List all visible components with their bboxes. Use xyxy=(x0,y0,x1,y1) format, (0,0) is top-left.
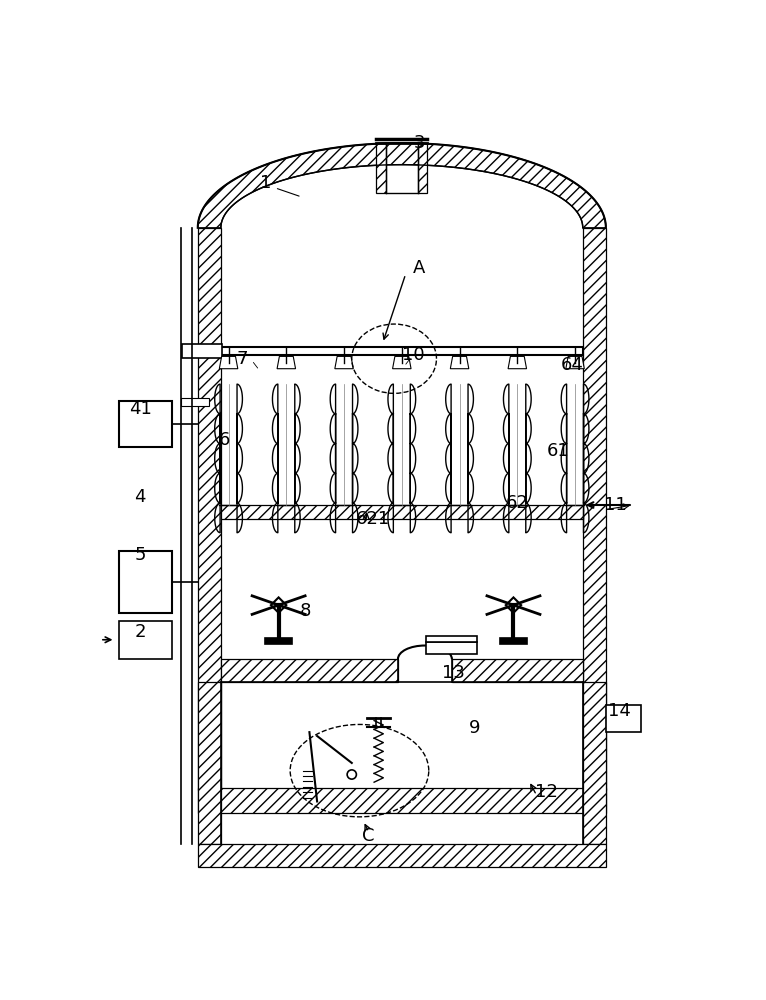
Polygon shape xyxy=(583,228,606,790)
Text: 64: 64 xyxy=(561,356,584,374)
Text: 7: 7 xyxy=(237,350,248,368)
Bar xyxy=(499,638,527,644)
Polygon shape xyxy=(198,788,606,813)
Polygon shape xyxy=(198,844,606,867)
Polygon shape xyxy=(376,143,385,193)
Text: 3: 3 xyxy=(414,134,425,152)
Bar xyxy=(181,398,208,406)
Polygon shape xyxy=(221,505,583,519)
Polygon shape xyxy=(277,356,296,369)
Text: 6: 6 xyxy=(219,431,231,449)
Text: A: A xyxy=(414,259,426,277)
Bar xyxy=(265,638,293,644)
Polygon shape xyxy=(566,356,584,369)
Polygon shape xyxy=(198,143,606,228)
Polygon shape xyxy=(271,597,286,613)
Text: 14: 14 xyxy=(608,702,631,720)
Text: 2: 2 xyxy=(134,623,146,641)
Polygon shape xyxy=(198,228,221,790)
Text: 62: 62 xyxy=(506,494,529,512)
Text: 12: 12 xyxy=(535,783,558,801)
Text: 1: 1 xyxy=(260,174,271,192)
Text: 13: 13 xyxy=(442,664,465,682)
Polygon shape xyxy=(335,356,353,369)
Bar xyxy=(427,642,476,654)
Text: 10: 10 xyxy=(402,346,424,364)
Bar xyxy=(221,347,583,355)
Bar xyxy=(427,636,476,642)
Text: 41: 41 xyxy=(129,400,152,418)
Polygon shape xyxy=(393,356,411,369)
Polygon shape xyxy=(450,356,469,369)
Polygon shape xyxy=(506,597,521,613)
Text: 5: 5 xyxy=(134,546,146,564)
Polygon shape xyxy=(583,682,606,844)
Bar xyxy=(119,620,172,659)
Polygon shape xyxy=(452,659,583,682)
Polygon shape xyxy=(198,682,221,844)
Text: C: C xyxy=(362,827,375,845)
Polygon shape xyxy=(221,659,398,682)
Text: 11: 11 xyxy=(604,496,627,514)
Bar xyxy=(182,344,222,358)
Bar xyxy=(606,705,640,732)
Bar xyxy=(119,551,172,613)
Polygon shape xyxy=(508,356,526,369)
Text: 61: 61 xyxy=(547,442,569,460)
Text: 621: 621 xyxy=(356,510,391,528)
Polygon shape xyxy=(219,356,237,369)
Text: 9: 9 xyxy=(470,719,481,737)
Bar xyxy=(119,401,172,447)
Polygon shape xyxy=(418,143,427,193)
Text: 4: 4 xyxy=(134,488,146,506)
Text: 8: 8 xyxy=(300,602,311,620)
